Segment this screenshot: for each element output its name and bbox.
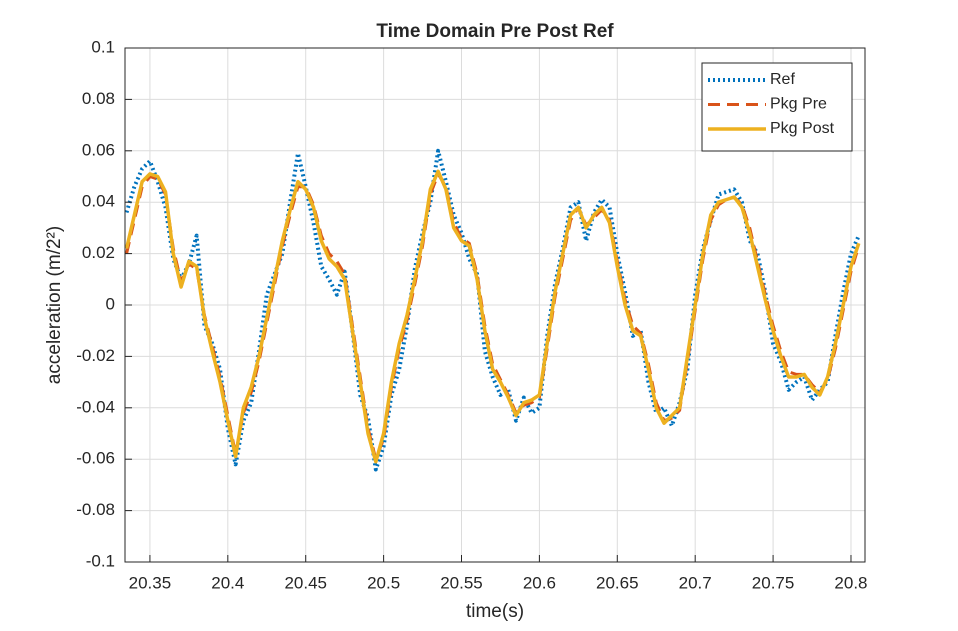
y-tick-label: 0.04 <box>82 192 115 211</box>
x-tick-label: 20.75 <box>752 573 795 592</box>
legend-label: Ref <box>770 71 795 88</box>
y-tick-label: -0.06 <box>76 449 115 468</box>
x-tick-label: 20.45 <box>284 573 327 592</box>
x-tick-label: 20.4 <box>211 573 244 592</box>
x-tick-label: 20.8 <box>834 573 867 592</box>
y-tick-label: -0.02 <box>76 346 115 365</box>
legend-label: Pkg Pre <box>770 96 827 113</box>
y-tick-label: 0 <box>106 294 115 313</box>
legend-box <box>701 62 853 152</box>
y-axis-label: acceleration (m/2²) <box>44 226 65 384</box>
y-tick-label: -0.04 <box>76 397 115 416</box>
y-tick-label: 0.02 <box>82 243 115 262</box>
series-line <box>124 169 861 464</box>
x-tick-label: 20.65 <box>596 573 639 592</box>
x-tick-label: 20.55 <box>440 573 483 592</box>
x-axis-label: time(s) <box>466 601 524 622</box>
y-tick-label: -0.08 <box>76 500 115 519</box>
x-tick-label: 20.6 <box>523 573 556 592</box>
chart-title: Time Domain Pre Post Ref <box>376 21 614 42</box>
y-tick-label: 0.06 <box>82 140 115 159</box>
legend-label: Pkg Post <box>770 120 835 137</box>
y-tick-label: 0.1 <box>91 37 115 56</box>
series-line <box>124 148 861 472</box>
x-tick-label: 20.7 <box>679 573 712 592</box>
y-tick-label: -0.1 <box>86 551 115 570</box>
y-tick-label: 0.08 <box>82 89 115 108</box>
x-tick-label: 20.35 <box>129 573 172 592</box>
x-tick-label: 20.5 <box>367 573 400 592</box>
